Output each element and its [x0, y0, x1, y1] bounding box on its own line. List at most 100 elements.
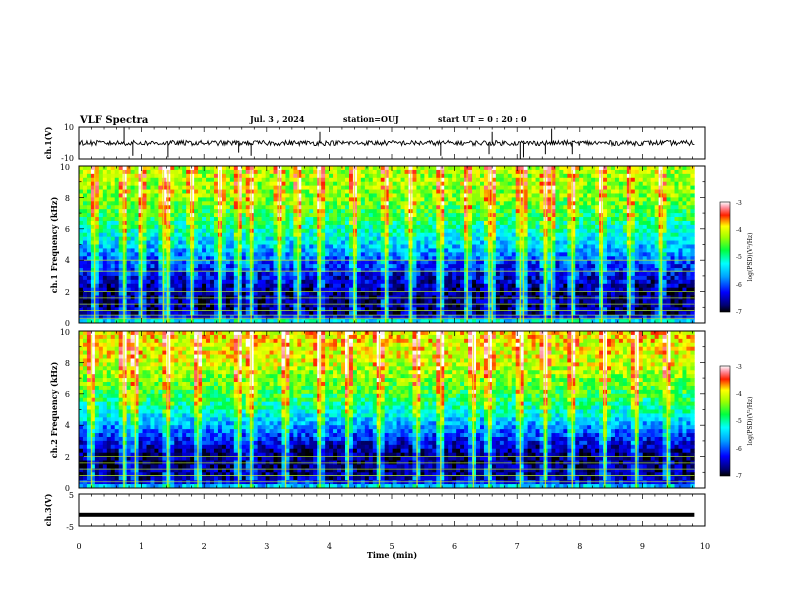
spectrogram-cell — [388, 275, 393, 281]
spectrogram-cell — [249, 279, 255, 285]
spectrogram-cell — [487, 209, 493, 214]
spectrogram-cell — [150, 275, 155, 281]
spectrogram-cell — [118, 264, 124, 269]
spectrogram-cell — [281, 307, 286, 312]
spectrogram-cell — [400, 236, 405, 241]
spectrogram-cell — [174, 268, 179, 273]
spectrogram-cell — [337, 236, 342, 241]
spectrogram-cell — [285, 228, 290, 234]
spectrogram-cell — [503, 275, 509, 281]
spectrogram-cell — [253, 307, 258, 312]
spectrogram-cell — [79, 311, 84, 316]
spectrogram-cell — [261, 205, 266, 210]
spectrogram-cell — [106, 303, 112, 308]
spectrogram-cell — [408, 166, 413, 171]
spectrogram-cell — [368, 166, 374, 171]
spectrogram-cell — [360, 299, 366, 304]
spectrogram-cell — [392, 236, 397, 241]
spectrogram-cell — [337, 240, 342, 245]
spectrogram-cell — [86, 303, 92, 308]
spectrogram-cell — [162, 248, 167, 253]
spectrogram-cell — [241, 228, 247, 234]
spectrogram-cell — [102, 311, 108, 316]
spectrogram-cell — [337, 264, 342, 269]
spectrogram-cell — [293, 244, 298, 249]
spectrogram-cell — [404, 268, 409, 273]
spectrogram-cell — [420, 279, 425, 285]
spectrogram-cell — [499, 303, 505, 308]
spectrogram-cell — [281, 256, 286, 261]
spectrogram-cell — [539, 197, 544, 202]
spectrogram-cell — [245, 201, 251, 206]
spectrogram-cell — [162, 244, 167, 249]
spectrogram-cell — [456, 189, 461, 194]
spectrogram-cell — [476, 299, 481, 304]
spectrogram-cell — [384, 193, 390, 198]
spectrogram-cell — [122, 228, 127, 234]
spectrogram-cell — [289, 173, 294, 179]
spectrogram-cell — [436, 299, 441, 304]
spectrogram-cell — [460, 201, 465, 206]
spectrogram-cell — [499, 244, 505, 249]
spectrogram-cell — [86, 205, 92, 210]
spectrogram-cell — [118, 213, 124, 218]
spectrogram-cell — [499, 236, 505, 241]
spectrogram-cell — [142, 236, 147, 241]
spectrogram-cell — [229, 217, 235, 222]
spectrogram-cell — [495, 268, 501, 273]
spectrogram-cell — [301, 205, 306, 210]
spectrogram-cell — [396, 205, 401, 210]
spectrogram-cell — [412, 252, 417, 257]
spectrogram-cell — [106, 275, 112, 281]
spectrogram-cell — [273, 189, 278, 194]
spectrogram-cell — [412, 201, 417, 206]
spectrogram-cell — [499, 173, 505, 179]
spectrogram-cell — [325, 252, 330, 257]
spectrogram-cell — [229, 244, 235, 249]
spectrogram-cell — [110, 279, 116, 285]
spectrogram-cell — [245, 209, 251, 214]
spectrogram-cell — [210, 205, 215, 210]
spectrogram-cell — [194, 299, 199, 304]
spectrogram-cell — [368, 311, 374, 316]
spectrogram-cell — [412, 256, 417, 261]
spectrogram-cell — [531, 264, 536, 269]
spectrogram-cell — [305, 252, 310, 257]
spectrogram-cell — [404, 287, 409, 292]
spectrogram-cell — [344, 173, 350, 179]
spectrogram-cell — [444, 209, 449, 214]
spectrogram-cell — [257, 236, 262, 241]
spectrogram-cell — [265, 166, 270, 171]
spectrogram-cell — [309, 287, 314, 292]
spectrogram-cell — [198, 213, 203, 218]
spectrogram-cell — [305, 256, 310, 261]
spectrogram-cell — [424, 205, 429, 210]
spectrogram-cell — [400, 299, 405, 304]
spectrogram-cell — [178, 201, 183, 206]
spectrogram-cell — [507, 275, 513, 281]
spectrogram-cell — [503, 299, 509, 304]
spectrogram-cell — [138, 177, 143, 183]
spectrogram-cell — [519, 244, 524, 249]
spectrogram-cell — [285, 291, 290, 296]
spectrogram-cell — [134, 236, 139, 241]
spectrogram-cell — [150, 256, 155, 261]
spectrogram-cell — [178, 248, 183, 253]
spectrogram-cell — [364, 169, 370, 175]
spectrogram-cell — [213, 217, 219, 222]
spectrogram-cell — [297, 217, 302, 222]
spectrogram-cell — [253, 166, 258, 171]
spectrogram-cell — [297, 181, 302, 186]
spectrogram-cell — [285, 283, 290, 289]
spectrogram-cell — [460, 224, 465, 230]
spectrogram-cell — [122, 189, 127, 194]
spectrogram-cell — [178, 287, 183, 292]
spectrogram-cell — [233, 307, 239, 312]
spectrogram-cell — [329, 213, 334, 218]
spectrogram-cell — [464, 264, 469, 269]
spectrogram-cell — [194, 173, 199, 179]
spectrogram-cell — [487, 185, 493, 190]
spectrogram-cell — [150, 268, 155, 273]
spectrogram-cell — [460, 299, 465, 304]
spectrogram-cell — [94, 224, 100, 230]
